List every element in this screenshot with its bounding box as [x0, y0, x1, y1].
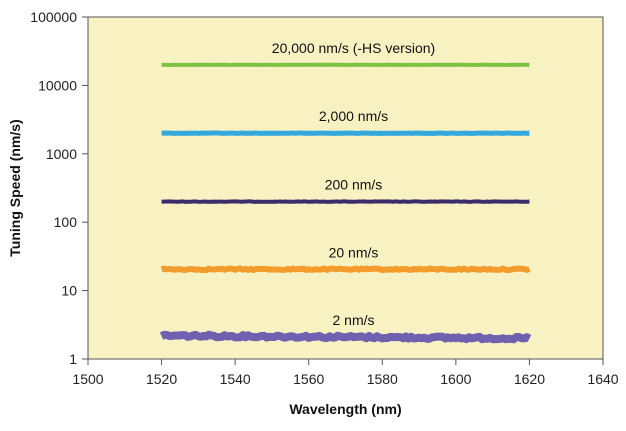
y-tick-label: 1000	[46, 146, 77, 162]
x-tick-label: 1500	[72, 371, 103, 387]
series-label: 20 nm/s	[329, 244, 379, 260]
series-line	[162, 268, 530, 270]
x-tick-label: 1580	[367, 371, 398, 387]
y-tick-label: 1	[69, 351, 77, 367]
y-tick-label: 10000	[38, 77, 77, 93]
x-tick-label: 1640	[587, 371, 618, 387]
x-tick-label: 1540	[220, 371, 251, 387]
y-tick-label: 10	[61, 283, 77, 299]
x-tick-label: 1560	[293, 371, 324, 387]
series-label: 2,000 nm/s	[319, 108, 388, 124]
x-tick-label: 1600	[440, 371, 471, 387]
x-tick-label: 1620	[514, 371, 545, 387]
y-axis-ticks: 1 10 100 1000 10000 100000	[30, 9, 88, 367]
series-label: 2 nm/s	[332, 312, 374, 328]
y-tick-label: 100	[54, 214, 78, 230]
y-tick-label: 100000	[30, 9, 77, 25]
series-label: 200 nm/s	[325, 177, 383, 193]
x-axis-ticks: 1500 1520 1540 1560 1580 1600 1620 1640	[72, 359, 618, 387]
x-tick-label: 1520	[146, 371, 177, 387]
y-axis-label: Tuning Speed (nm/s)	[7, 119, 23, 256]
series-line	[162, 335, 530, 340]
series-line	[162, 201, 530, 202]
series-label: 20,000 nm/s (-HS version)	[272, 40, 435, 56]
x-axis-label: Wavelength (nm)	[289, 401, 401, 417]
